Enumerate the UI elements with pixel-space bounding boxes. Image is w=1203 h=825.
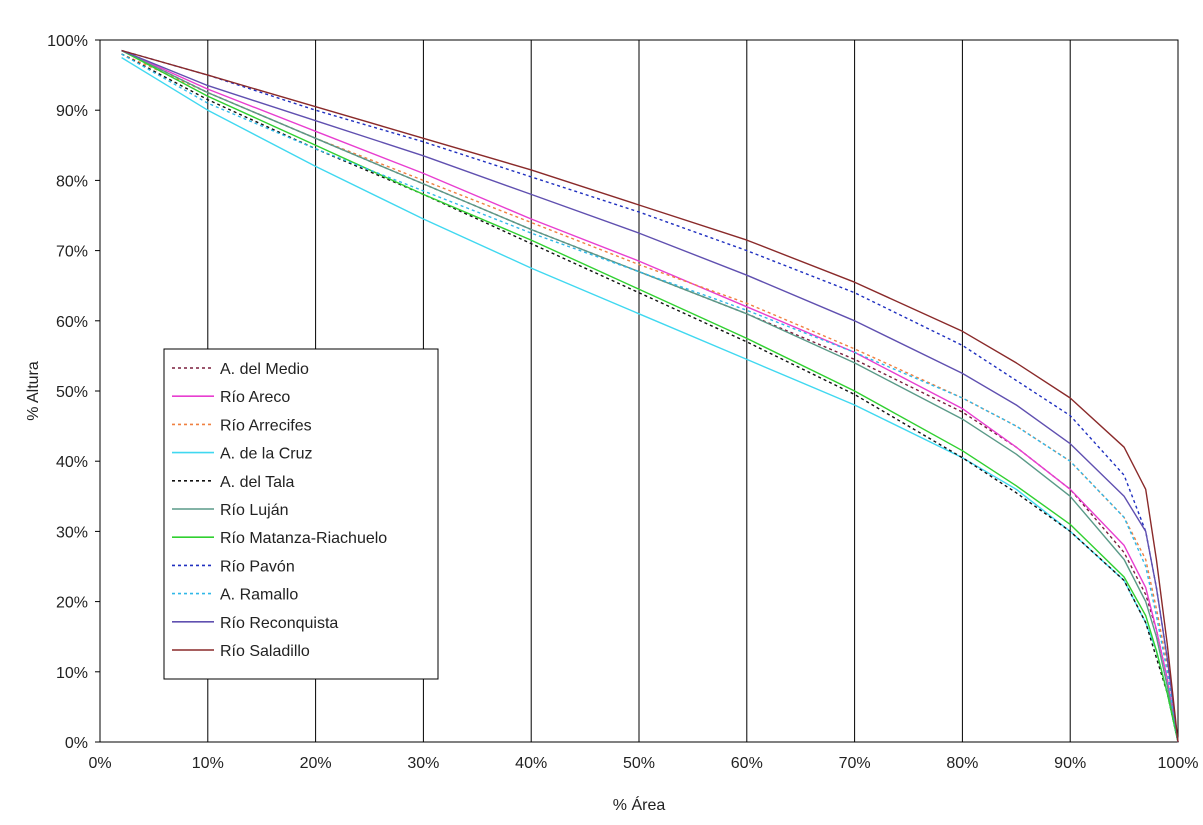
x-tick-label: 40% [515, 755, 547, 772]
y-tick-label: 20% [56, 595, 88, 612]
series-line-1 [121, 49, 1179, 743]
y-tick-label: 30% [56, 524, 88, 541]
y-tick-label: 70% [56, 244, 88, 261]
x-tick-label: 50% [623, 755, 655, 772]
series-line-4 [121, 53, 1179, 743]
x-tick-label: 80% [946, 755, 978, 772]
x-tick-label: 30% [407, 755, 439, 772]
legend-box [163, 348, 439, 680]
series-lines [121, 49, 1179, 743]
y-tick-label: 60% [56, 314, 88, 331]
x-tick-label: 70% [839, 755, 871, 772]
legend-label: Río Reconquista [220, 615, 338, 632]
x-tick-label: 0% [88, 755, 111, 772]
legend-label: Río Pavón [220, 558, 295, 575]
series-line-5 [121, 49, 1179, 743]
series-line-3 [121, 57, 1179, 743]
x-axis-title: % Área [613, 795, 666, 814]
y-tick-label: 50% [56, 384, 88, 401]
x-tick-label: 60% [731, 755, 763, 772]
tick-labels: 0% 10% 20% 30% 40% 50% 60% 70% 80% 90% 100% 0% 10% 20… [47, 33, 1198, 772]
series-line-10 [121, 49, 1179, 743]
legend-label: A. del Tala [220, 474, 295, 491]
y-axis-title: % Altura [25, 361, 42, 421]
y-tick-label: 90% [56, 103, 88, 120]
legend-label: Río Arrecifes [220, 417, 312, 434]
y-tick-label: 80% [56, 173, 88, 190]
legend-label: A. del Medio [220, 361, 309, 378]
x-tick-label: 100% [1158, 755, 1199, 772]
y-tick-label: 40% [56, 454, 88, 471]
y-tick-label: 0% [65, 735, 88, 752]
legend-label: Río Matanza-Riachuelo [220, 530, 387, 547]
series-line-2 [121, 53, 1179, 743]
y-tick-label: 10% [56, 665, 88, 682]
axes [95, 39, 1179, 743]
legend-label: Río Areco [220, 389, 290, 406]
series-line-6 [121, 49, 1179, 743]
legend-label: A. Ramallo [220, 587, 298, 604]
legend-label: A. de la Cruz [220, 446, 312, 463]
legend: A. del Medio Río Areco Río Arrecifes A. de … [163, 348, 439, 680]
legend-label: Río Saladillo [220, 643, 310, 660]
series-line-9 [121, 49, 1179, 743]
x-tick-label: 90% [1054, 755, 1086, 772]
y-tick-label: 100% [47, 33, 88, 50]
legend-label: Río Luján [220, 502, 289, 519]
x-tick-label: 20% [300, 755, 332, 772]
plot-frame [99, 39, 1179, 743]
x-tick-label: 10% [192, 755, 224, 772]
